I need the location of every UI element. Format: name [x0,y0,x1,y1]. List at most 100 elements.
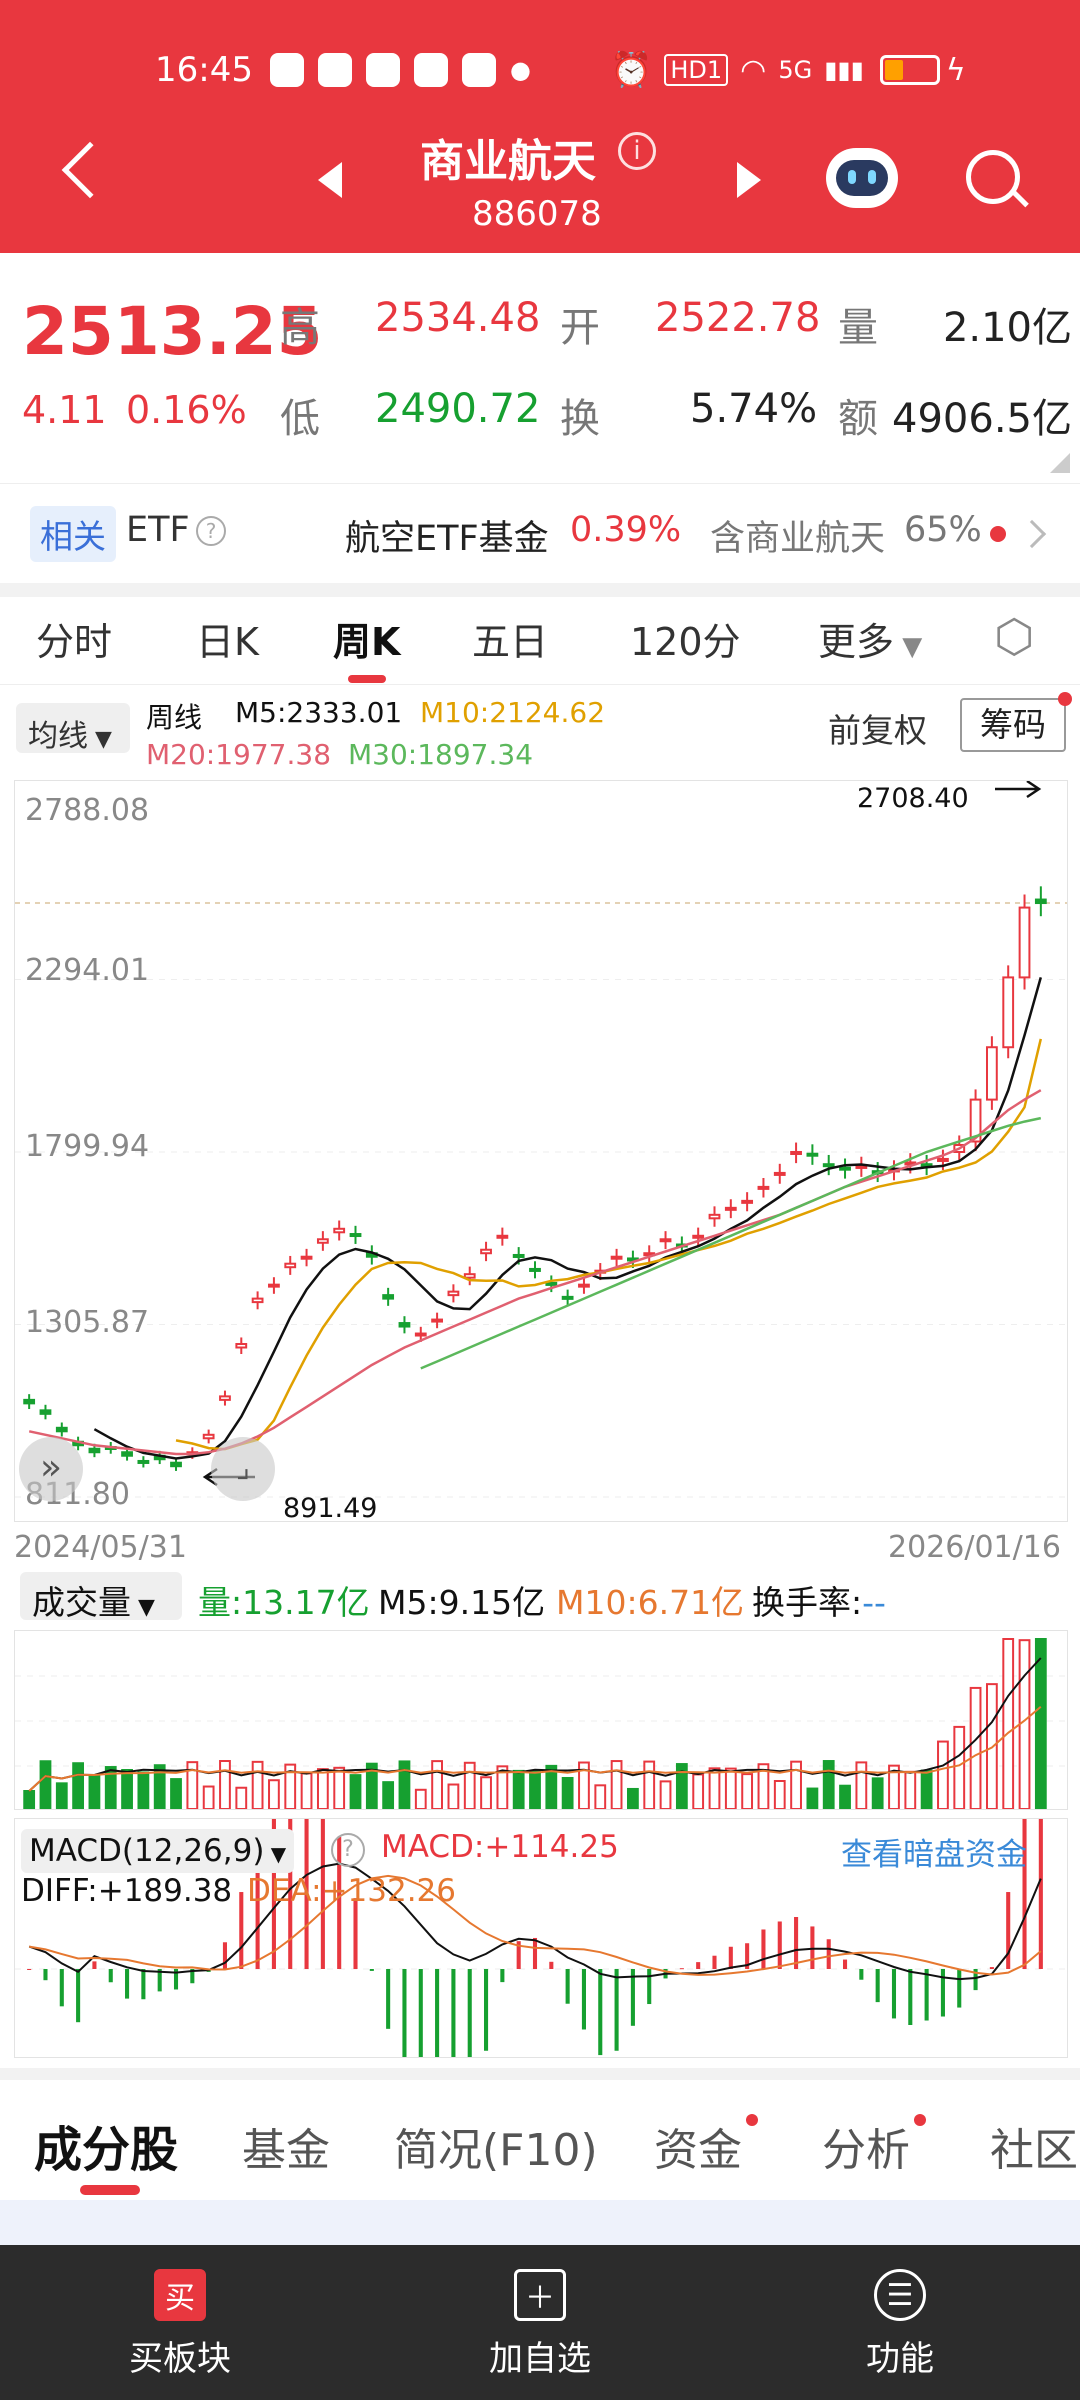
macd-bar [908,1969,913,2025]
candle-body [382,1294,395,1300]
next-arrow-icon[interactable] [737,162,761,198]
volume-bar [561,1776,574,1809]
macd-bar [76,1969,81,2023]
tab-capital[interactable]: 资金 [654,2125,742,2176]
y-label-1: 2294.01 [25,953,150,988]
tab-more[interactable]: 更多 ▼ [818,620,923,664]
volume-bar [871,1777,884,1809]
tab-weekly[interactable]: 周K [333,620,401,664]
volume-bar [790,1760,802,1809]
ma-select[interactable]: 均线 ▼ [16,703,130,754]
ma10-line [175,1038,1043,1451]
chips-red-dot [1058,692,1072,706]
dea-line [29,1874,1042,1976]
macd-select[interactable]: MACD(12,26,9) ▼ [21,1829,295,1873]
related-etf-bar[interactable]: 相关 ETF ? 航空ETF基金 0.39% 含商业航天 65% [0,483,1080,583]
candle-body [773,1171,786,1176]
candle-body [1002,976,1015,1049]
prev-arrow-icon[interactable] [318,162,342,198]
macd-bar [794,1917,799,1969]
volume-select[interactable]: 成交量 ▼ [20,1572,182,1622]
volume-bar [594,1784,607,1809]
tab-daily[interactable]: 日K [196,620,259,664]
tab-five-day[interactable]: 五日 [472,620,549,664]
expand-panel-icon[interactable]: » [19,1437,83,1501]
macd-bar [549,1961,554,1969]
tab-analysis[interactable]: 分析 [822,2125,910,2176]
amount-label: 额 [838,396,878,442]
volume-bar [349,1774,362,1809]
macd-bar [157,1969,162,1992]
back-icon[interactable] [61,141,119,199]
adjust-label[interactable]: 前复权 [828,711,927,750]
macd-bar [353,1898,358,1969]
tab-constituents[interactable]: 成分股 [34,2122,179,2178]
tab-120min[interactable]: 120分 [630,620,741,664]
open-label: 开 [560,305,600,351]
nav-function[interactable]: ☰ 功能 [800,2269,1000,2380]
candle-body [414,1332,427,1337]
search-icon[interactable] [966,150,1020,204]
fullscreen-icon[interactable]: ⌟ [211,1437,275,1501]
turnover-value: 5.74% [690,386,818,432]
y-label-0: 2788.08 [25,793,150,828]
diff-value: DIFF:+189.38 [21,1873,233,1909]
page-title: 商业航天 [420,136,596,187]
macd-bar [92,1961,97,1969]
volume-bar [202,1785,215,1809]
y-label-2: 1799.94 [25,1129,150,1164]
kline-chart[interactable]: 2788.08 2294.01 1799.94 1305.87 811.80 2… [14,780,1068,1524]
ma5-line [93,977,1043,1460]
ma5-legend: M5:2333.01 [235,696,403,729]
nav-add-watchlist[interactable]: ＋ 加自选 [440,2269,640,2380]
candle-body [202,1433,215,1440]
date-end: 2026/01/16 [888,1530,1061,1565]
last-price: 2513.25 [22,293,323,370]
nav-buy[interactable]: 买 买板块 [80,2269,280,2380]
volume-bar [855,1761,868,1809]
macd-bar [516,1941,521,1969]
help-icon[interactable]: ? [196,516,226,546]
dark-pool-link[interactable]: 查看暗盘资金 [841,1837,1027,1873]
robot-assistant-icon[interactable] [826,148,898,208]
macd-bar [891,1969,897,2019]
expand-corner-icon[interactable] [1050,453,1070,473]
candle-body [659,1238,672,1243]
tab-community[interactable]: 社区 [990,2125,1078,2176]
candle-body [1018,906,1031,979]
diff-line [28,1862,1042,1981]
macd-bar [337,1836,342,1969]
macd-help-icon[interactable]: ? [331,1833,365,1867]
volume-bar [431,1760,443,1809]
candle-body [23,1398,36,1405]
ma20-line [28,1089,1042,1456]
candle-body [561,1295,574,1300]
candle-body [251,1297,264,1304]
candle-body [235,1343,248,1349]
volume-chart[interactable] [14,1630,1068,1810]
volume-bar [88,1775,101,1809]
chips-button[interactable]: 筹码 [960,698,1066,752]
min-annotation: 891.49 [283,1493,378,1524]
tab-f10[interactable]: 简况(F10) [394,2125,598,2176]
related-tag: 相关 [30,506,116,562]
volume-bar [300,1772,313,1809]
max-annotation: 2708.40 [857,783,969,814]
macd-chart[interactable]: MACD(12,26,9) ▼ ? MACD:+114.25 查看暗盘资金 DI… [14,1818,1068,2058]
macd-bar [565,1969,570,2004]
volume-bar [920,1769,933,1809]
settings-hexagon-icon[interactable]: ⬡ [994,609,1035,663]
candle-body [431,1318,443,1323]
macd-bar [777,1921,782,1969]
turnover-label: 换 [560,396,600,442]
macd-bar [418,1969,423,2057]
tab-fenshi[interactable]: 分时 [36,620,113,664]
tab-fund[interactable]: 基金 [242,2125,330,2176]
macd-svg [15,1819,1067,2057]
macd-bar [581,1969,586,2030]
volume-bar [414,1788,427,1809]
chevron-right-icon[interactable] [1017,519,1047,549]
info-circle-icon[interactable]: i [618,132,656,170]
volume-bar [1018,1639,1031,1809]
candle-body [447,1290,460,1297]
